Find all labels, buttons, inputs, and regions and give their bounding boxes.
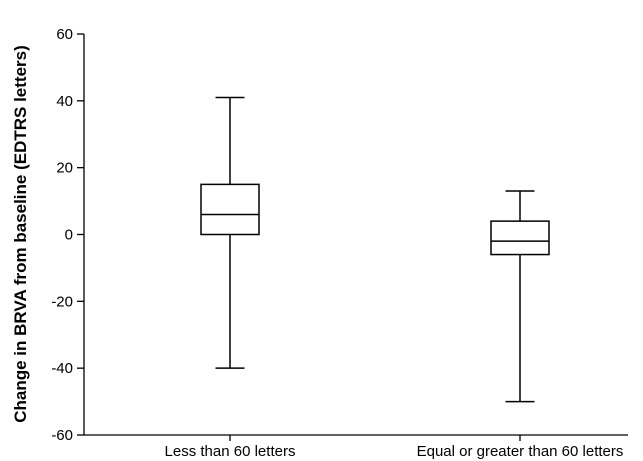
axes: -60 -40 -20 0 20 40 60 Less than 60 letters Equa… (51, 26, 628, 460)
y-tick-label: -40 (51, 360, 73, 377)
box-series-1 (200, 96, 260, 369)
boxes (200, 96, 550, 403)
y-tick-label: 40 (56, 93, 73, 110)
x-tick-label: Equal or greater than 60 letters (417, 443, 624, 460)
x-tick-label: Less than 60 letters (165, 443, 296, 460)
box-series-2 (490, 190, 550, 403)
iqr-box (490, 220, 550, 256)
y-tick-label: -20 (51, 293, 73, 310)
y-tick-label: 0 (65, 227, 73, 244)
iqr-box (200, 183, 260, 236)
y-tick-label: 60 (56, 26, 73, 43)
y-tick-label: -60 (51, 427, 73, 444)
y-axis-label: Change in BRVA from baseline (EDTRS lett… (11, 45, 30, 423)
y-tick-label: 20 (56, 160, 73, 177)
